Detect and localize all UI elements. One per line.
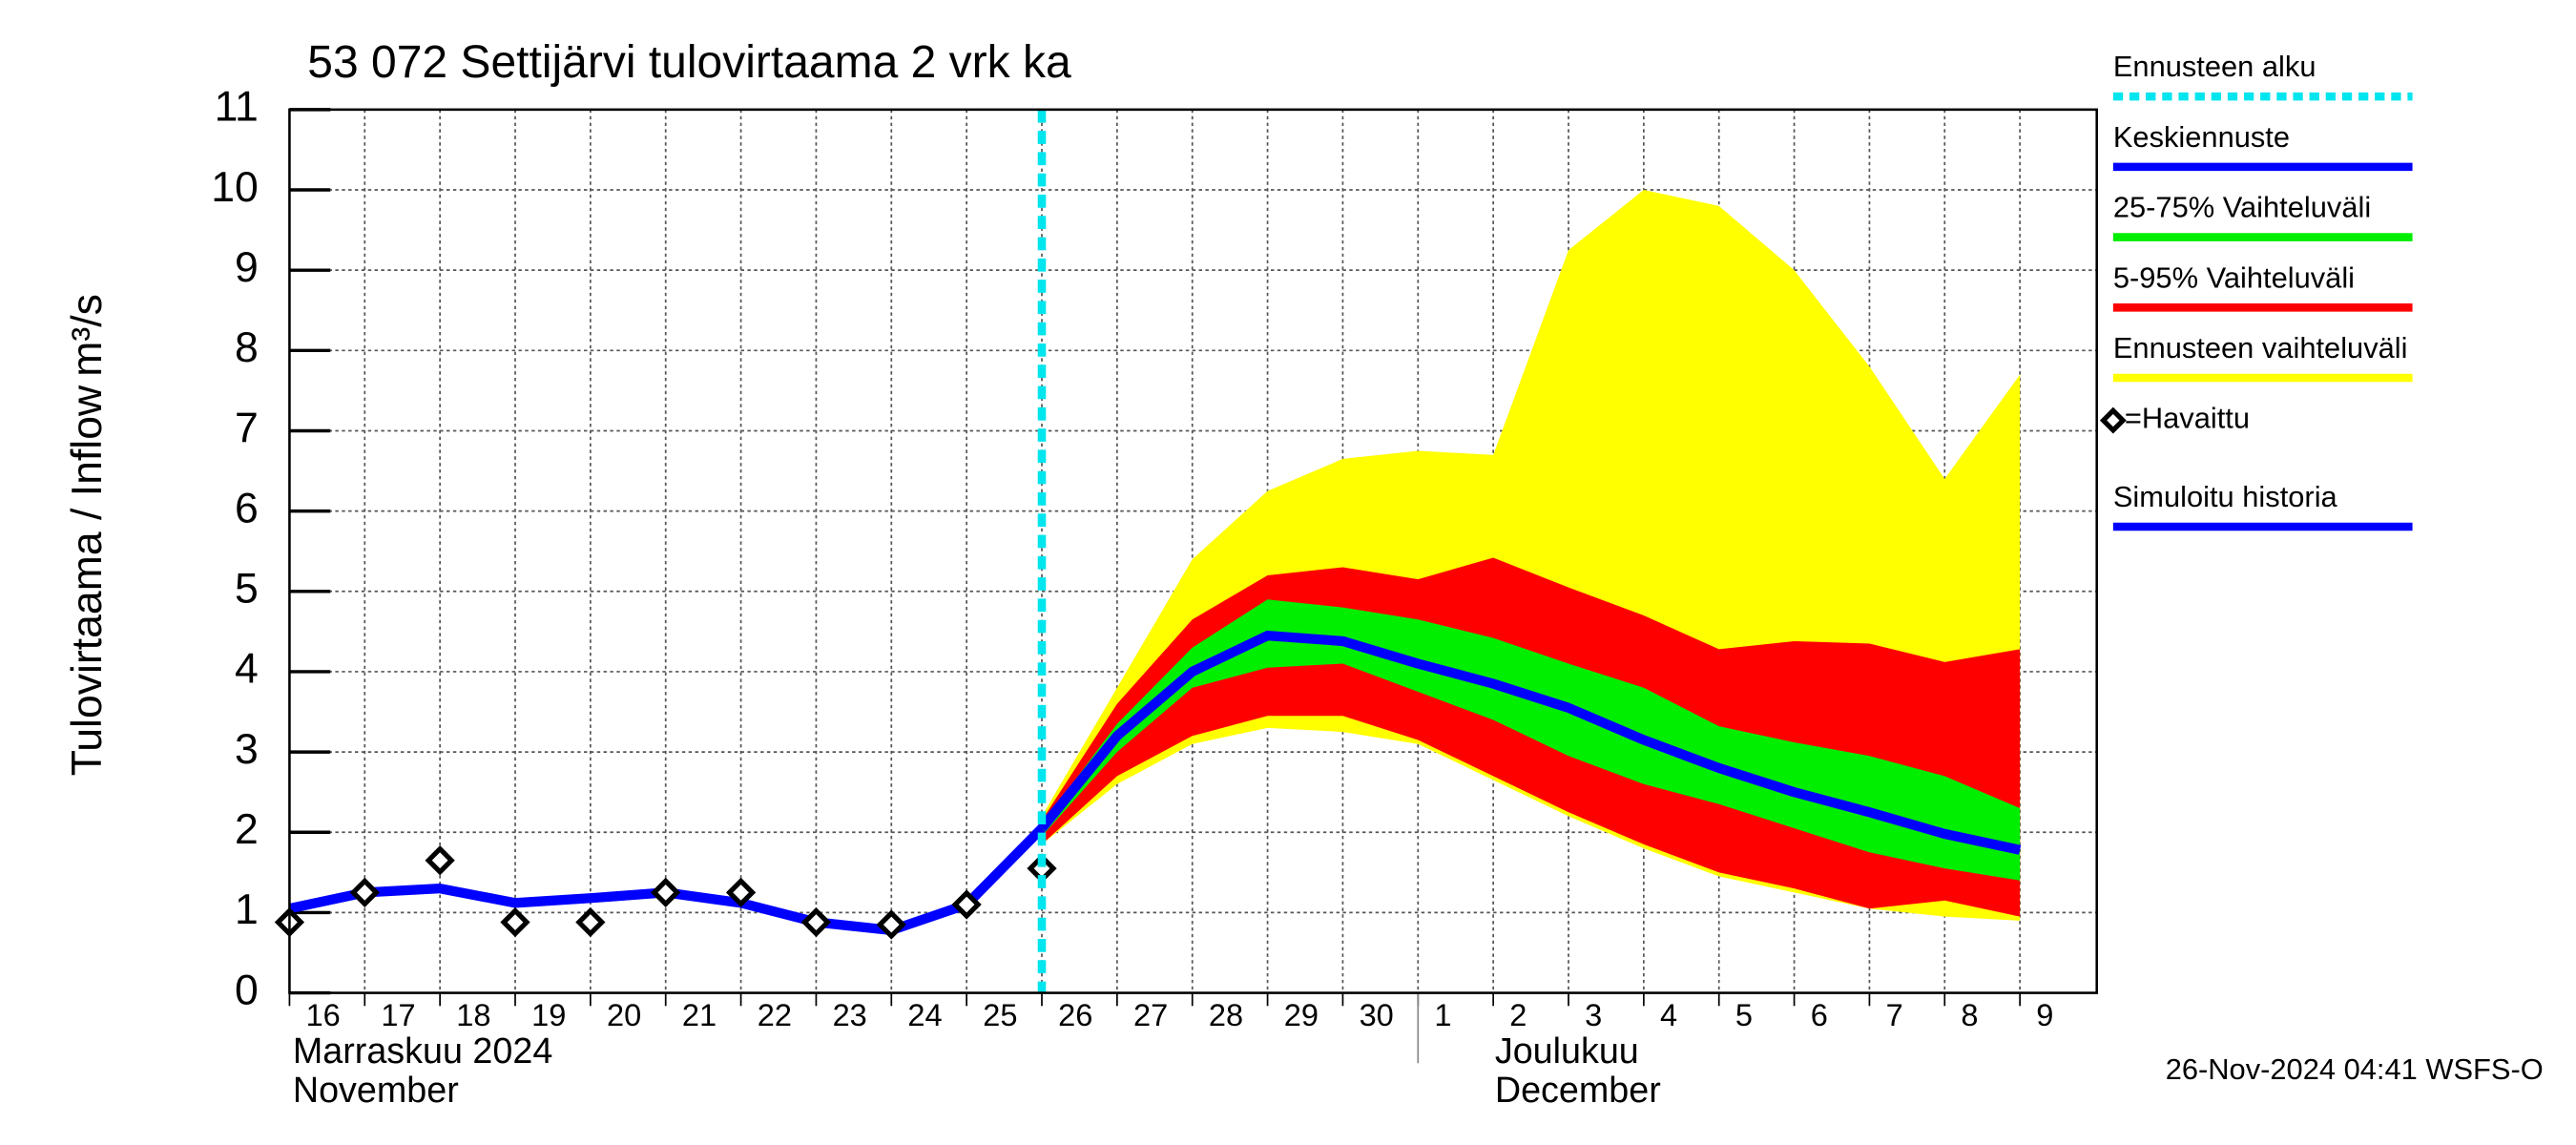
x-tick-label: 25 [983, 998, 1017, 1032]
x-tick-label: 4 [1660, 998, 1677, 1032]
legend-label: Simuloitu historia [2113, 480, 2338, 513]
x-tick-label: 5 [1735, 998, 1753, 1032]
observed-marker [349, 877, 380, 908]
x-tick-label: 8 [1961, 998, 1978, 1032]
legend-label: Ennusteen vaihteluväli [2113, 331, 2408, 364]
line [1038, 630, 2022, 855]
chart-title: 53 072 Settijärvi tulovirtaama 2 vrk ka [307, 37, 1071, 88]
x-tick-label: 30 [1360, 998, 1394, 1032]
footer: 26-Nov-2024 04:41 WSFS-O [2166, 1052, 2544, 1086]
y-tick-label: 7 [235, 405, 259, 451]
x-tick-label: 26 [1058, 998, 1092, 1032]
x-tick-label: 9 [2036, 998, 2053, 1032]
y-tick-label: 6 [235, 485, 259, 531]
legend-marker [2099, 406, 2127, 434]
x-tick-label: 29 [1284, 998, 1319, 1032]
legend-label: =Havaittu [2125, 402, 2250, 435]
y-axis-label: Tulovirtaama / Inflow [64, 385, 111, 776]
observed-marker [876, 909, 906, 940]
observed-marker [800, 906, 832, 938]
y-tick-label: 11 [215, 84, 259, 131]
legend-label: 25-75% Vaihteluväli [2113, 191, 2371, 224]
x-tick-label: 24 [907, 998, 942, 1032]
observed-marker [651, 877, 681, 908]
observed-marker [725, 877, 757, 908]
observed-marker [425, 845, 455, 876]
x-tick-label: 27 [1133, 998, 1168, 1032]
x-tick-label: 23 [833, 998, 867, 1032]
x-tick-label: 21 [682, 998, 717, 1032]
x-tick-label: 3 [1585, 998, 1602, 1032]
x-tick-label: 2 [1509, 998, 1527, 1032]
x-tick-label: 16 [306, 998, 341, 1032]
y-tick-label: 4 [235, 646, 259, 693]
y-tick-label: 1 [235, 886, 259, 933]
band [1042, 599, 2021, 881]
observed-marker [500, 906, 530, 938]
y-tick-label: 0 [235, 967, 259, 1013]
x-tick-label: 20 [607, 998, 641, 1032]
month-label: November [293, 1070, 459, 1110]
legend-label: 5-95% Vaihteluväli [2113, 260, 2355, 294]
y-tick-label: 10 [211, 164, 259, 211]
month-label: Marraskuu 2024 [293, 1030, 552, 1071]
x-tick-label: 22 [758, 998, 792, 1032]
y-axis-unit: m³/s [64, 294, 111, 377]
y-tick-label: 8 [235, 324, 259, 371]
legend-label: Ennusteen alku [2113, 50, 2316, 83]
month-label: Joulukuu [1495, 1030, 1639, 1071]
observed-marker [575, 906, 606, 938]
y-tick-label: 3 [235, 726, 259, 773]
y-tick-label: 9 [235, 244, 259, 291]
x-tick-label: 6 [1811, 998, 1828, 1032]
x-tick-label: 7 [1886, 998, 1903, 1032]
month-label: December [1495, 1070, 1661, 1110]
observed-marker [951, 889, 982, 920]
y-tick-label: 2 [235, 806, 259, 853]
y-tick-label: 5 [235, 566, 259, 613]
x-tick-label: 1 [1434, 998, 1451, 1032]
x-tick-label: 18 [456, 998, 490, 1032]
plot-frame [288, 108, 2098, 994]
x-tick-label: 17 [381, 998, 415, 1032]
x-tick-label: 28 [1209, 998, 1243, 1032]
legend-label: Keskiennuste [2113, 120, 2290, 154]
x-tick-label: 19 [531, 998, 566, 1032]
